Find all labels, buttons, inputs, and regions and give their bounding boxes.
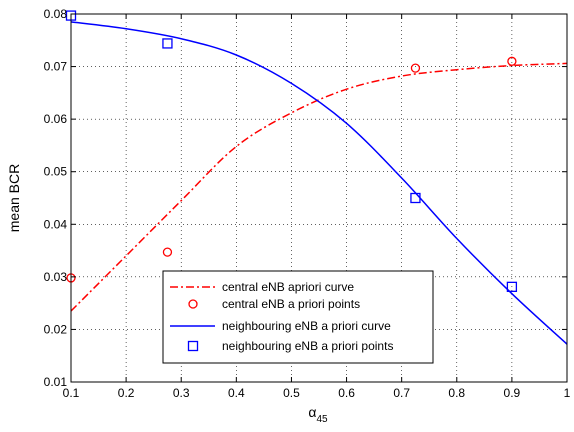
x-tick-label: 0.8 <box>448 386 465 400</box>
data-point-circle <box>507 56 517 66</box>
legend-label-neighbouring-points: neighbouring eNB a priori points <box>222 339 393 353</box>
legend-label-central-curve: central eNB apriori curve <box>222 280 354 294</box>
y-tick-label: 0.06 <box>44 112 68 126</box>
x-axis-label: α45 <box>308 404 328 425</box>
y-tick-label: 0.04 <box>44 217 68 231</box>
legend-swatch-central-points <box>188 299 198 309</box>
y-tick-label: 0.01 <box>44 375 68 389</box>
series-line-2 <box>70 21 568 345</box>
y-axis-label: mean BCR <box>6 164 22 232</box>
legend-label-central-points: central eNB a priori points <box>222 297 360 311</box>
axis-ticks: 0.1 0.2 0.3 0.4 0.5 0.6 0.7 0.8 0.9 1 0.01 0.02 0.03… <box>44 7 571 400</box>
data-point-circle <box>162 247 173 257</box>
series-layer <box>65 10 568 345</box>
x-tick-label: 0.5 <box>283 386 300 400</box>
x-axis-label-main: α <box>308 404 316 420</box>
x-tick-label: 0.2 <box>118 386 135 400</box>
x-axis-label-subscript: 45 <box>316 414 328 425</box>
x-tick-label: 0.3 <box>173 386 190 400</box>
data-point-circle <box>410 63 421 73</box>
data-point-square <box>410 192 421 204</box>
x-tick-label: 0.1 <box>63 386 80 400</box>
y-tick-label: 0.02 <box>44 322 68 336</box>
x-tick-label: 0.4 <box>228 386 245 400</box>
x-tick-label: 1 <box>564 386 571 400</box>
data-point-square <box>162 38 173 49</box>
legend: central eNB apriori curve central eNB a … <box>162 270 434 364</box>
x-tick-label: 0.7 <box>393 386 410 400</box>
x-tick-label: 0.9 <box>504 386 521 400</box>
data-point-square <box>506 281 518 292</box>
y-tick-label: 0.05 <box>44 165 68 179</box>
plot-frame <box>70 13 568 383</box>
x-tick-label: 0.6 <box>338 386 355 400</box>
y-tick-label: 0.03 <box>44 270 68 284</box>
y-tick-label: 0.08 <box>44 7 68 21</box>
legend-label-neighbouring-curve: neighbouring eNB a priori curve <box>222 319 391 333</box>
y-tick-label: 0.07 <box>44 60 68 74</box>
legend-swatch-neighbouring-points <box>187 340 199 352</box>
